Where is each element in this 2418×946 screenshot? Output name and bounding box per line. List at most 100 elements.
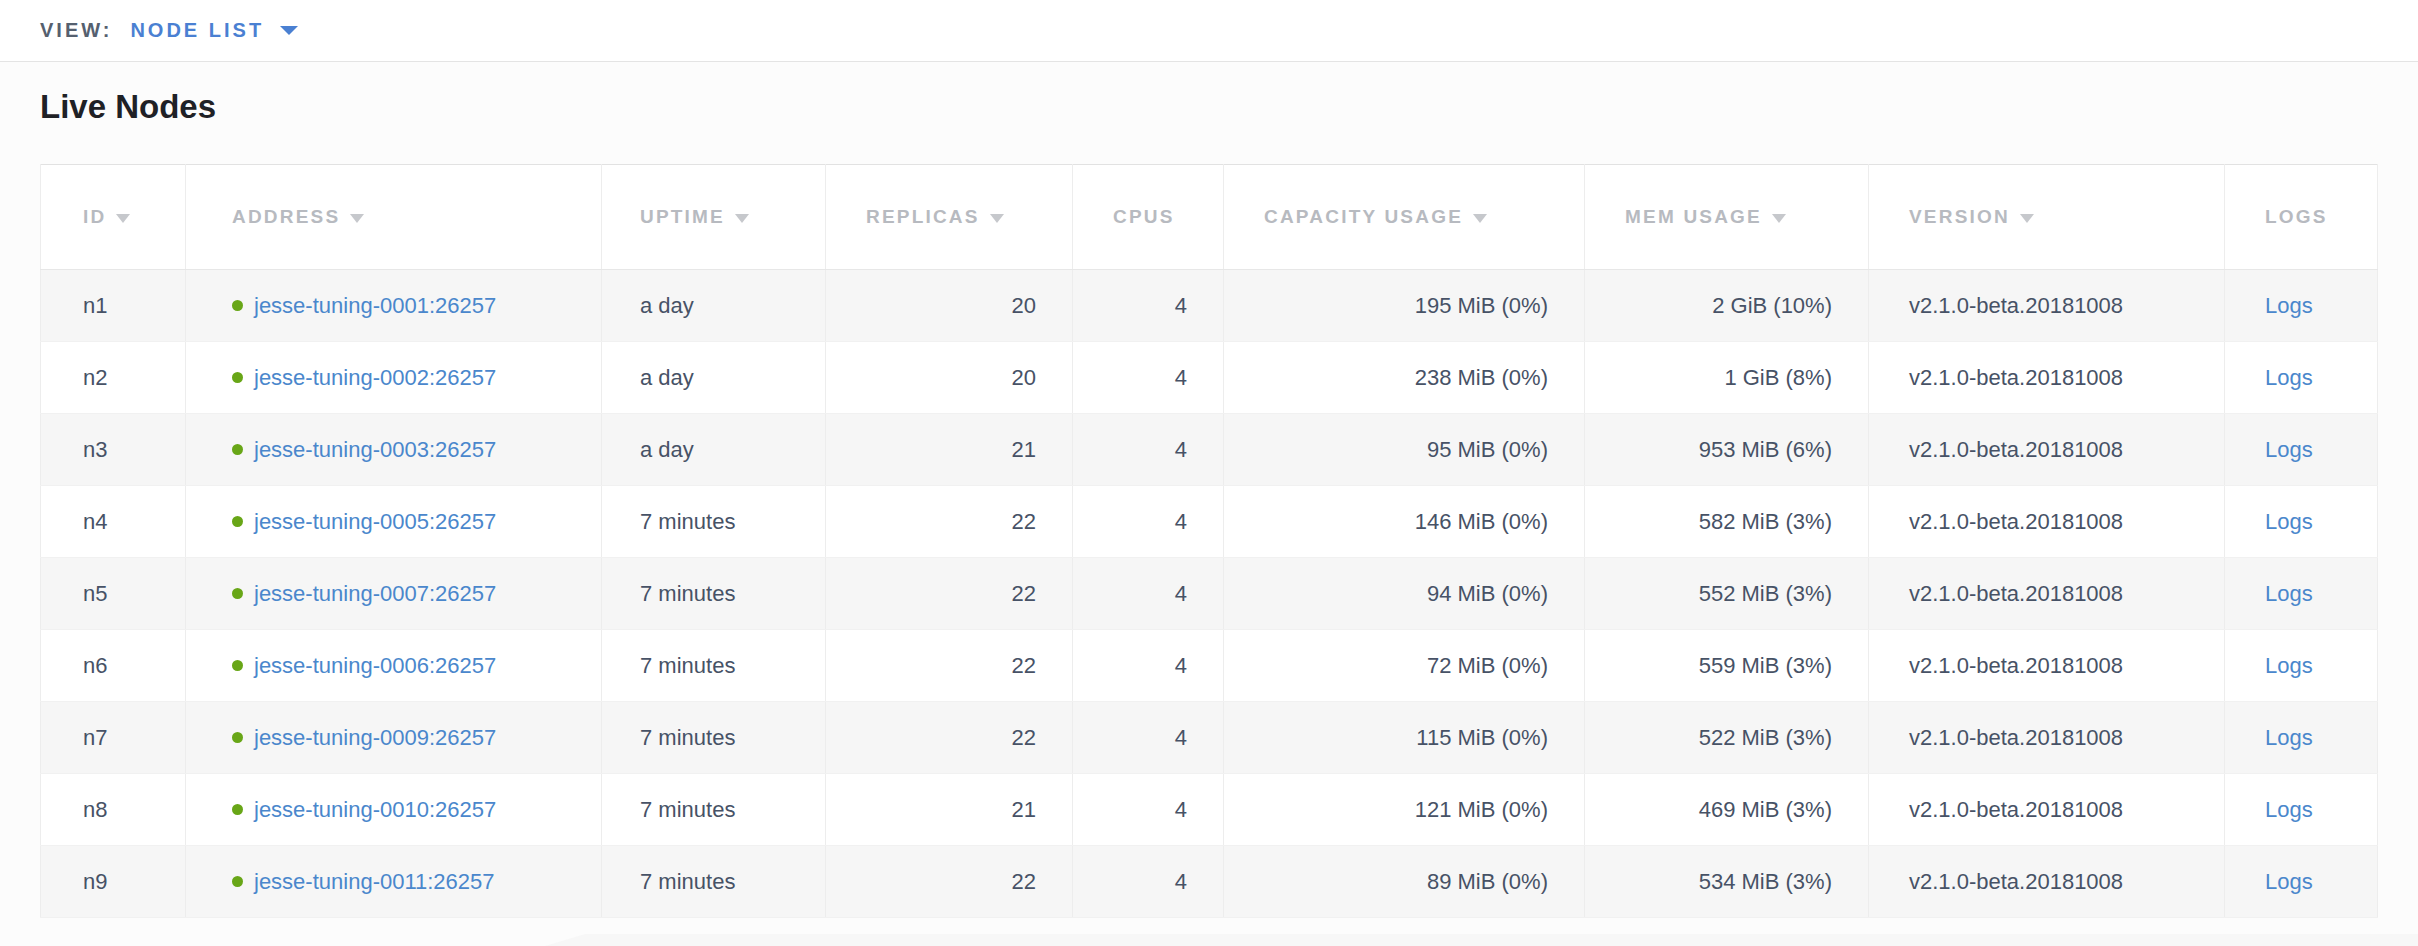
sort-caret-icon: [2020, 214, 2034, 223]
node-capacity-usage-cell: 94 MiB (0%): [1224, 558, 1585, 630]
node-version-cell: v2.1.0-beta.20181008: [1869, 486, 2225, 558]
node-replicas-cell: 21: [826, 774, 1073, 846]
node-address-link[interactable]: jesse-tuning-0005:26257: [254, 509, 496, 534]
live-nodes-table: ID ADDRESS UPTIME REPLICAS CPUS CAPACITY…: [40, 164, 2378, 918]
node-address-link[interactable]: jesse-tuning-0001:26257: [254, 293, 496, 318]
table-row: n9 jesse-tuning-0011:26257 7 minutes 22 …: [41, 846, 2378, 918]
node-mem-usage-cell: 582 MiB (3%): [1585, 486, 1869, 558]
column-header-id[interactable]: ID: [41, 165, 186, 270]
sort-caret-icon: [350, 214, 364, 223]
node-cpus-cell: 4: [1073, 558, 1224, 630]
node-uptime-cell: 7 minutes: [602, 774, 826, 846]
node-address-cell: jesse-tuning-0007:26257: [186, 558, 602, 630]
table-header-row: ID ADDRESS UPTIME REPLICAS CPUS CAPACITY…: [41, 165, 2378, 270]
node-healthy-dot-icon: [232, 804, 243, 815]
table-row: n4 jesse-tuning-0005:26257 7 minutes 22 …: [41, 486, 2378, 558]
node-id-cell: n8: [41, 774, 186, 846]
node-id-cell: n4: [41, 486, 186, 558]
node-address-link[interactable]: jesse-tuning-0010:26257: [254, 797, 496, 822]
node-cpus-cell: 4: [1073, 342, 1224, 414]
node-address-cell: jesse-tuning-0005:26257: [186, 486, 602, 558]
node-capacity-usage-cell: 72 MiB (0%): [1224, 630, 1585, 702]
node-logs-cell: Logs: [2225, 414, 2378, 486]
node-healthy-dot-icon: [232, 732, 243, 743]
node-capacity-usage-cell: 121 MiB (0%): [1224, 774, 1585, 846]
node-cpus-cell: 4: [1073, 270, 1224, 342]
node-cpus-cell: 4: [1073, 630, 1224, 702]
node-uptime-cell: a day: [602, 342, 826, 414]
node-capacity-usage-cell: 115 MiB (0%): [1224, 702, 1585, 774]
node-logs-cell: Logs: [2225, 702, 2378, 774]
column-header-cpus: CPUS: [1073, 165, 1224, 270]
node-id-cell: n5: [41, 558, 186, 630]
column-header-replicas[interactable]: REPLICAS: [826, 165, 1073, 270]
node-address-link[interactable]: jesse-tuning-0006:26257: [254, 653, 496, 678]
node-healthy-dot-icon: [232, 372, 243, 383]
node-uptime-cell: a day: [602, 270, 826, 342]
node-uptime-cell: 7 minutes: [602, 558, 826, 630]
node-address-link[interactable]: jesse-tuning-0007:26257: [254, 581, 496, 606]
column-header-version[interactable]: VERSION: [1869, 165, 2225, 270]
node-mem-usage-cell: 469 MiB (3%): [1585, 774, 1869, 846]
view-selector-value: NODE LIST: [130, 19, 264, 42]
node-healthy-dot-icon: [232, 876, 243, 887]
node-cpus-cell: 4: [1073, 774, 1224, 846]
table-row: n3 jesse-tuning-0003:26257 a day 21 4 95…: [41, 414, 2378, 486]
sort-caret-icon: [1772, 214, 1786, 223]
next-section-edge: [545, 934, 2418, 946]
sort-caret-icon: [990, 214, 1004, 223]
node-replicas-cell: 22: [826, 846, 1073, 918]
table-row: n5 jesse-tuning-0007:26257 7 minutes 22 …: [41, 558, 2378, 630]
node-capacity-usage-cell: 95 MiB (0%): [1224, 414, 1585, 486]
node-version-cell: v2.1.0-beta.20181008: [1869, 270, 2225, 342]
node-replicas-cell: 21: [826, 414, 1073, 486]
node-replicas-cell: 20: [826, 342, 1073, 414]
node-logs-link[interactable]: Logs: [2265, 797, 2313, 822]
view-label: VIEW:: [40, 19, 112, 42]
dropdown-caret-icon: [280, 26, 298, 35]
node-address-link[interactable]: jesse-tuning-0009:26257: [254, 725, 496, 750]
column-header-capacity-usage[interactable]: CAPACITY USAGE: [1224, 165, 1585, 270]
node-logs-cell: Logs: [2225, 270, 2378, 342]
node-logs-link[interactable]: Logs: [2265, 653, 2313, 678]
table-row: n8 jesse-tuning-0010:26257 7 minutes 21 …: [41, 774, 2378, 846]
node-logs-link[interactable]: Logs: [2265, 365, 2313, 390]
node-mem-usage-cell: 559 MiB (3%): [1585, 630, 1869, 702]
node-logs-link[interactable]: Logs: [2265, 725, 2313, 750]
node-cpus-cell: 4: [1073, 846, 1224, 918]
node-capacity-usage-cell: 146 MiB (0%): [1224, 486, 1585, 558]
node-logs-link[interactable]: Logs: [2265, 509, 2313, 534]
column-header-uptime[interactable]: UPTIME: [602, 165, 826, 270]
node-address-cell: jesse-tuning-0006:26257: [186, 630, 602, 702]
node-address-cell: jesse-tuning-0003:26257: [186, 414, 602, 486]
node-mem-usage-cell: 1 GiB (8%): [1585, 342, 1869, 414]
node-version-cell: v2.1.0-beta.20181008: [1869, 702, 2225, 774]
node-replicas-cell: 22: [826, 486, 1073, 558]
node-logs-cell: Logs: [2225, 630, 2378, 702]
node-logs-cell: Logs: [2225, 558, 2378, 630]
node-logs-link[interactable]: Logs: [2265, 437, 2313, 462]
node-capacity-usage-cell: 89 MiB (0%): [1224, 846, 1585, 918]
node-address-link[interactable]: jesse-tuning-0002:26257: [254, 365, 496, 390]
node-version-cell: v2.1.0-beta.20181008: [1869, 846, 2225, 918]
node-logs-link[interactable]: Logs: [2265, 869, 2313, 894]
column-header-address[interactable]: ADDRESS: [186, 165, 602, 270]
column-header-mem-usage[interactable]: MEM USAGE: [1585, 165, 1869, 270]
node-cpus-cell: 4: [1073, 702, 1224, 774]
node-id-cell: n9: [41, 846, 186, 918]
node-healthy-dot-icon: [232, 660, 243, 671]
node-address-cell: jesse-tuning-0010:26257: [186, 774, 602, 846]
node-healthy-dot-icon: [232, 516, 243, 527]
node-address-cell: jesse-tuning-0009:26257: [186, 702, 602, 774]
column-header-logs: LOGS: [2225, 165, 2378, 270]
node-address-link[interactable]: jesse-tuning-0003:26257: [254, 437, 496, 462]
table-row: n6 jesse-tuning-0006:26257 7 minutes 22 …: [41, 630, 2378, 702]
view-selector-dropdown[interactable]: NODE LIST: [130, 19, 298, 42]
node-address-link[interactable]: jesse-tuning-0011:26257: [254, 869, 495, 894]
node-version-cell: v2.1.0-beta.20181008: [1869, 558, 2225, 630]
node-uptime-cell: 7 minutes: [602, 846, 826, 918]
node-logs-cell: Logs: [2225, 486, 2378, 558]
node-logs-link[interactable]: Logs: [2265, 581, 2313, 606]
node-version-cell: v2.1.0-beta.20181008: [1869, 774, 2225, 846]
node-logs-link[interactable]: Logs: [2265, 293, 2313, 318]
